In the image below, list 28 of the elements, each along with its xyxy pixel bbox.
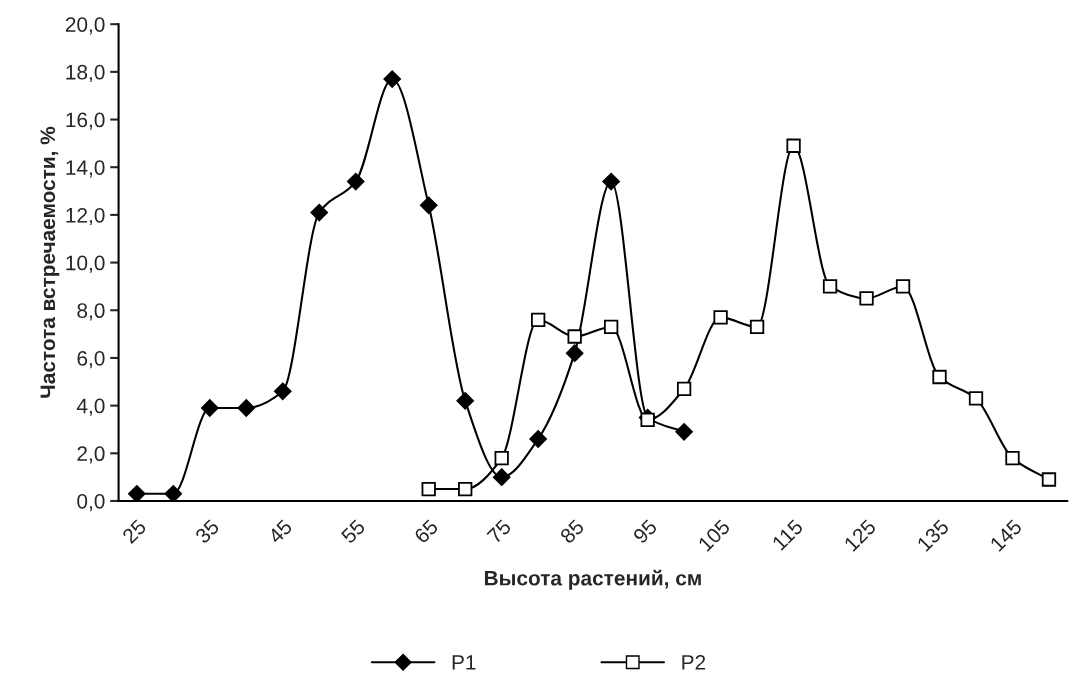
x-tick-label: 135	[916, 518, 950, 552]
y-tick-label: 2,0	[77, 446, 105, 464]
y-tick-label: 0,0	[77, 493, 105, 512]
x-tick-label: 45	[267, 518, 293, 545]
y-tick-label: 14,0	[66, 160, 105, 178]
y-axis-title: Частота встречаемости, %	[40, 126, 60, 398]
y-tick-label: 10,0	[66, 255, 105, 273]
x-tick-label: 85	[559, 518, 585, 545]
x-tick-label: 115	[771, 518, 804, 551]
x-tick-label: 125	[843, 518, 877, 552]
x-axis-title: Высота растений, см	[484, 569, 701, 590]
y-tick-label: 8,0	[77, 303, 105, 321]
x-tick-label: 55	[340, 518, 366, 545]
y-tick-label: 16,0	[66, 112, 105, 130]
y-tick-label: 6,0	[77, 350, 105, 369]
y-tick-label: 12,0	[66, 207, 105, 226]
y-tick-label: 4,0	[76, 398, 105, 416]
y-tick-label: 20,0	[65, 17, 105, 35]
legend-label: P2	[682, 655, 706, 670]
y-tick-label: 18,0	[66, 64, 105, 83]
x-tick-label: 95	[632, 518, 658, 545]
x-tick-label: 75	[486, 518, 512, 545]
legend-label: P1	[452, 655, 476, 670]
x-tick-label: 65	[413, 518, 439, 545]
x-tick-label: 35	[194, 518, 220, 545]
x-tick-label: 25	[121, 518, 148, 545]
x-tick-label: 105	[697, 518, 731, 552]
x-tick-label: 145	[989, 518, 1023, 552]
